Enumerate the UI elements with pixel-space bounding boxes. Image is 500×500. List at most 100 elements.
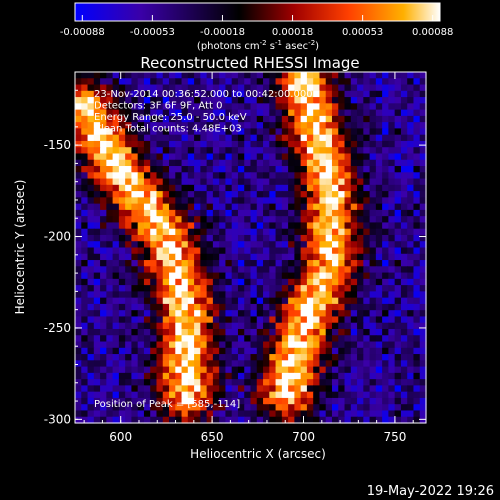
heatmap-cell (225, 247, 233, 255)
heatmap-cell (156, 209, 164, 217)
heatmap-cell (87, 172, 95, 180)
heatmap-cell (106, 72, 114, 79)
heatmap-cell (338, 222, 346, 230)
heatmap-cell (256, 241, 264, 249)
heatmap-cell (306, 416, 314, 424)
heatmap-cell (357, 153, 364, 161)
heatmap-cell (75, 341, 82, 349)
heatmap-cell (237, 159, 245, 167)
heatmap-cell (125, 253, 133, 261)
heatmap-cell (125, 310, 133, 318)
heatmap-cell (375, 410, 383, 418)
heatmap-cell (350, 360, 358, 368)
heatmap-cell (369, 122, 377, 130)
heatmap-cell (212, 172, 220, 180)
heatmap-cell (350, 115, 358, 123)
heatmap-cell (244, 272, 252, 280)
heatmap-cell (194, 109, 201, 117)
heatmap-cell (244, 84, 252, 92)
heatmap-cell (212, 128, 220, 136)
heatmap-cell (288, 122, 295, 130)
heatmap-cell (162, 316, 170, 324)
heatmap-cell (150, 291, 158, 299)
heatmap-cell (137, 379, 145, 386)
heatmap-cell (344, 172, 352, 180)
heatmap-cell (143, 178, 151, 186)
heatmap-cell (162, 241, 170, 249)
heatmap-cell (75, 379, 82, 386)
heatmap-cell (419, 209, 427, 217)
heatmap-cell (350, 140, 358, 148)
heatmap-cell (231, 78, 239, 86)
heatmap-cell (306, 184, 314, 192)
heatmap-cell (143, 385, 151, 393)
heatmap-cell (175, 247, 183, 255)
heatmap-cell (357, 203, 364, 211)
heatmap-cell (269, 253, 277, 261)
heatmap-cell (231, 410, 239, 418)
heatmap-cell (200, 416, 208, 424)
heatmap-cell (131, 222, 139, 230)
heatmap-cell (331, 335, 339, 343)
heatmap-cell (175, 253, 183, 261)
heatmap-cell (219, 241, 227, 249)
heatmap-cell (137, 272, 145, 280)
heatmap-cell (331, 372, 339, 380)
heatmap-cell (169, 322, 176, 330)
heatmap-cell (175, 84, 183, 92)
heatmap-cell (225, 234, 233, 242)
heatmap-cell (143, 228, 151, 236)
heatmap-cell (212, 115, 220, 123)
heatmap-cell (357, 341, 364, 349)
heatmap-cell (106, 253, 114, 261)
heatmap-cell (212, 159, 220, 167)
heatmap-cell (137, 391, 145, 399)
heatmap-cell (125, 128, 133, 136)
heatmap-cell (131, 379, 139, 386)
heatmap-cell (237, 404, 245, 412)
heatmap-cell (313, 241, 321, 249)
heatmap-cell (118, 285, 126, 292)
heatmap-cell (93, 184, 101, 192)
heatmap-cell (125, 303, 133, 311)
heatmap-cell (382, 234, 389, 242)
heatmap-cell (413, 84, 421, 92)
heatmap-cell (275, 115, 283, 123)
heatmap-cell (338, 341, 346, 349)
heatmap-cell (281, 78, 289, 86)
heatmap-cell (363, 322, 371, 330)
heatmap-cell (244, 147, 252, 155)
heatmap-cell (375, 184, 383, 192)
heatmap-cell (118, 184, 126, 192)
heatmap-cell (250, 410, 258, 418)
heatmap-cell (288, 209, 295, 217)
heatmap-cell (118, 128, 126, 136)
heatmap-cell (194, 335, 201, 343)
heatmap-cell (75, 410, 82, 418)
heatmap-cell (237, 328, 245, 336)
heatmap-cell (338, 372, 346, 380)
heatmap-cell (388, 90, 396, 98)
heatmap-cell (237, 184, 245, 192)
heatmap-cell (413, 260, 421, 267)
heatmap-cell (131, 260, 139, 267)
heatmap-cell (93, 172, 101, 180)
heatmap-cell (256, 103, 264, 111)
heatmap-cell (244, 72, 252, 79)
heatmap-cell (288, 115, 295, 123)
heatmap-cell (81, 278, 89, 286)
heatmap-cell (162, 191, 170, 198)
heatmap-cell (344, 178, 352, 186)
heatmap-cell (131, 115, 139, 123)
heatmap-cell (100, 72, 107, 79)
heatmap-cell (313, 397, 321, 405)
heatmap-cell (306, 303, 314, 311)
heatmap-cell (369, 291, 377, 299)
heatmap-cell (225, 347, 233, 355)
heatmap-cell (357, 166, 364, 173)
heatmap-cell (369, 404, 377, 412)
heatmap-cell (388, 166, 396, 173)
heatmap-cell (100, 166, 107, 173)
heatmap-cell (369, 147, 377, 155)
heatmap-cell (187, 90, 195, 98)
